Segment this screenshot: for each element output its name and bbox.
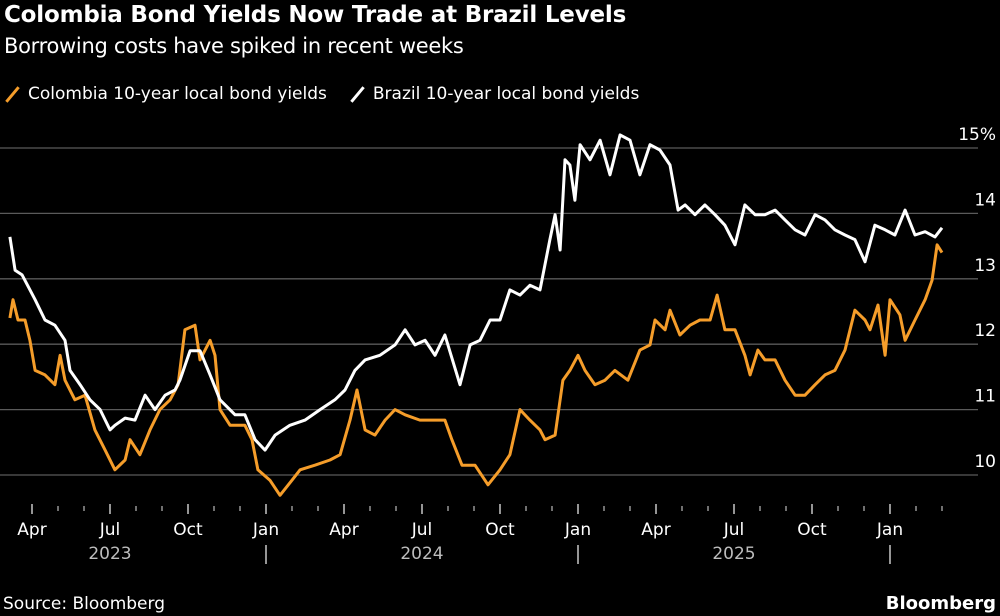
x-tick-label: Apr	[641, 520, 670, 540]
year-label: 2024	[400, 544, 443, 564]
x-tick-label: Oct	[173, 520, 203, 540]
x-tick-label: Jan	[564, 520, 591, 540]
x-tick-label: Jul	[411, 520, 433, 540]
chart-subtitle: Borrowing costs have spiked in recent we…	[4, 34, 464, 58]
legend-item-colombia: Colombia 10-year local bond yields	[4, 84, 327, 104]
legend: Colombia 10-year local bond yields Brazi…	[4, 84, 661, 104]
year-label: 2025	[712, 544, 755, 564]
y-tick-label: 14	[974, 190, 996, 210]
x-tick-label: Jan	[252, 520, 279, 540]
source-note: Source: Bloomberg	[3, 594, 165, 614]
x-tick-label: Oct	[797, 520, 827, 540]
legend-item-brazil: Brazil 10-year local bond yields	[349, 84, 639, 104]
y-tick-label: 10	[974, 452, 996, 472]
series-line-colombia	[8, 243, 944, 497]
x-tick-label: Apr	[17, 520, 46, 540]
legend-label-colombia: Colombia 10-year local bond yields	[28, 84, 327, 104]
x-tick-label: Jul	[99, 520, 121, 540]
y-tick-label: 11	[974, 387, 996, 407]
legend-label-brazil: Brazil 10-year local bond yields	[372, 84, 640, 104]
x-tick-label: Apr	[329, 520, 358, 540]
y-tick-label: 15%	[958, 125, 996, 145]
x-tick-label: Jan	[876, 520, 903, 540]
year-label: 2023	[88, 544, 131, 564]
bloomberg-logo: Bloomberg	[885, 593, 996, 614]
x-tick-label: Oct	[485, 520, 515, 540]
chart-title: Colombia Bond Yields Now Trade at Brazil…	[4, 2, 627, 28]
y-tick-label: 12	[974, 321, 996, 341]
y-tick-label: 13	[974, 256, 996, 276]
x-tick-label: Jul	[723, 520, 745, 540]
series-line-brazil	[8, 133, 944, 452]
